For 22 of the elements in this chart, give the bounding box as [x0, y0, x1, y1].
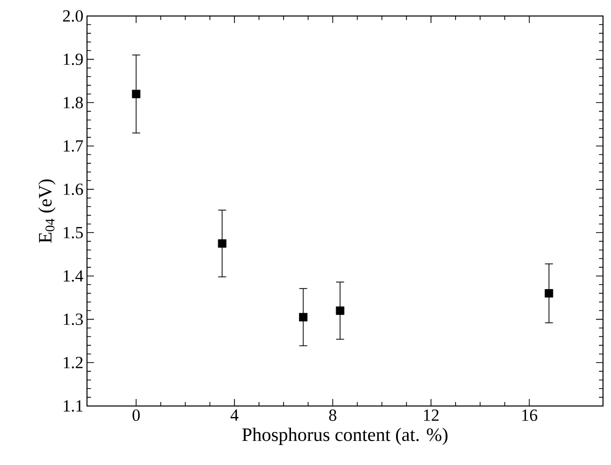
- point: [336, 306, 344, 315]
- y-tick-label: 1.3: [64, 314, 83, 326]
- y-tick-label: 1.8: [64, 96, 83, 108]
- point: [218, 239, 226, 248]
- x-tick-label: 8: [329, 410, 336, 421]
- y-tick-label: 1.2: [64, 356, 83, 368]
- x-tick-label: 0: [132, 410, 140, 421]
- point: [132, 90, 140, 98]
- x-axis-title: Phosphorus content (at. %): [242, 428, 448, 445]
- y-tick-label: 2.0: [63, 10, 83, 22]
- x-tick-label: 12: [424, 410, 439, 421]
- x-tick-label: 16: [522, 410, 538, 421]
- y-axis-title: E$_{04}$ (eV): [38, 179, 56, 243]
- y-tick-label: 1.4: [64, 270, 84, 282]
- y-tick-label: 1.7: [64, 140, 84, 152]
- y-tick-label: 1.6: [64, 184, 83, 196]
- point: [544, 289, 554, 298]
- y-tick-label: 1.5: [64, 226, 83, 238]
- x-tick-label: 4: [230, 410, 238, 421]
- point: [299, 312, 308, 322]
- y-tick-label: 1.9: [64, 54, 83, 66]
- y-tick-label: 1.1: [64, 400, 82, 412]
